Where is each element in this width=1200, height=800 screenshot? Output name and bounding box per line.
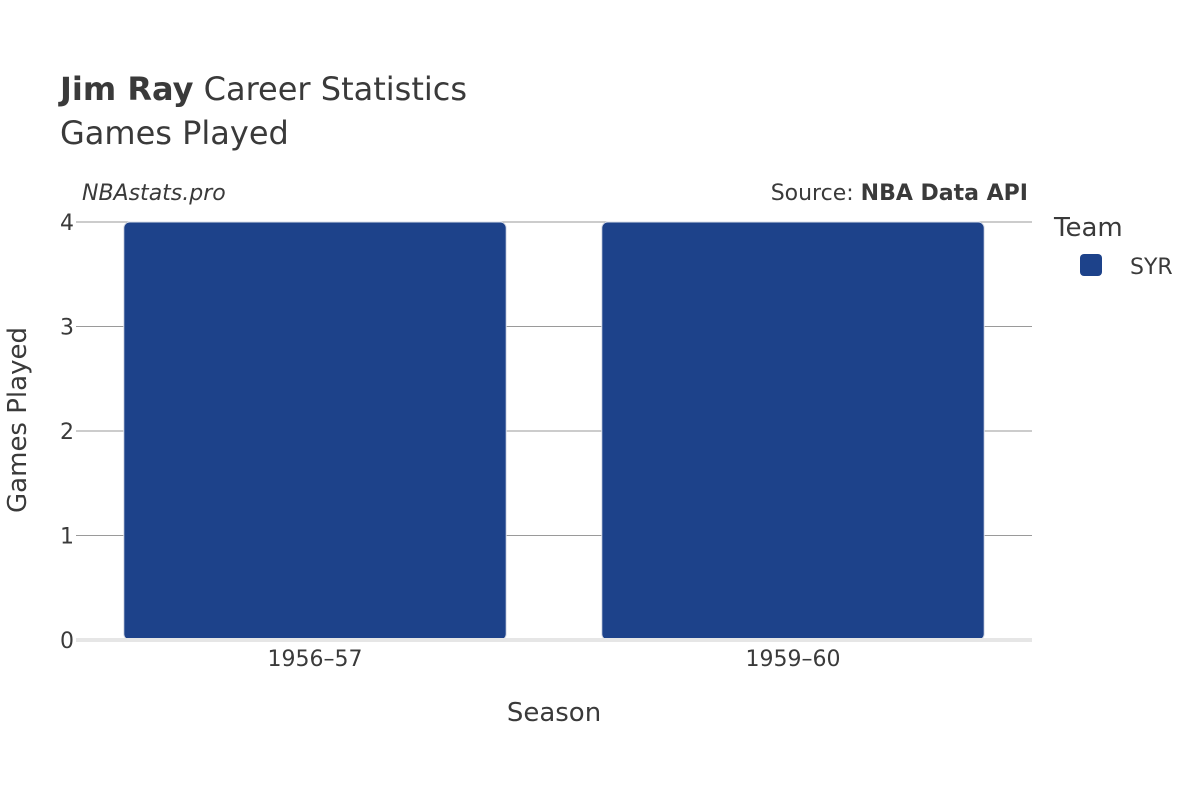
- source-prefix: Source:: [771, 181, 861, 206]
- legend-title: Team: [1053, 213, 1123, 243]
- x-tick-label: 1956–57: [268, 647, 363, 672]
- watermark: NBAstats.pro: [82, 181, 226, 206]
- source-credit: Source: NBA Data API: [771, 181, 1028, 206]
- y-tick-label: 3: [60, 316, 74, 341]
- bar: [601, 221, 985, 641]
- y-tick-label: 2: [60, 420, 74, 445]
- chart-title: Jim Ray Career Statistics: [58, 70, 467, 108]
- legend: SYR: [1080, 254, 1173, 280]
- y-tick-label: 0: [60, 629, 74, 654]
- bars: [123, 221, 985, 641]
- x-tick-label: 1959–60: [746, 647, 841, 672]
- legend-swatch: [1080, 254, 1102, 276]
- y-axis-title: Games Played: [3, 327, 33, 513]
- y-axis-ticks: 0 1 2 3 4: [60, 211, 74, 654]
- source-name: NBA Data API: [861, 181, 1028, 206]
- chart-subtitle: Games Played: [60, 114, 289, 152]
- x-axis-ticks: 1956–57 1959–60: [268, 647, 841, 672]
- chart-title-player: Jim Ray: [58, 70, 194, 108]
- x-axis-title: Season: [507, 698, 601, 728]
- chart-title-rest: Career Statistics: [193, 70, 467, 108]
- y-tick-label: 1: [60, 525, 74, 550]
- bar: [123, 221, 507, 641]
- legend-label: SYR: [1130, 255, 1173, 280]
- y-tick-label: 4: [60, 211, 74, 236]
